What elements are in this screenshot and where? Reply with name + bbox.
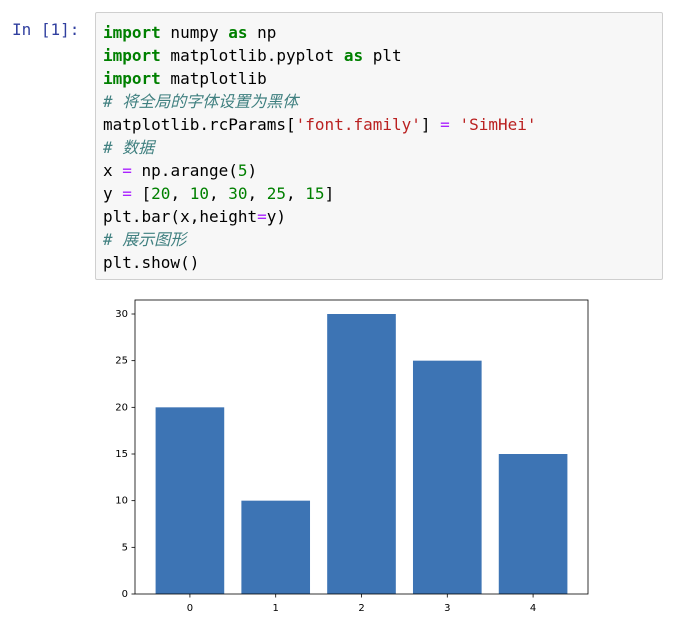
code-token: 10 (189, 184, 209, 203)
code-token: numpy (160, 23, 229, 42)
code-line: matplotlib.rcParams['font.family'] = 'Si… (103, 113, 655, 136)
code-token: as (228, 23, 248, 42)
code-line: import numpy as np (103, 21, 655, 44)
code-token: , (286, 184, 306, 203)
bar (155, 407, 225, 594)
code-token: import (103, 46, 161, 65)
code-token: y) (266, 207, 287, 226)
code-token: np.arange( (131, 161, 238, 180)
code-token: = (257, 207, 267, 226)
code-token: 20 (151, 184, 171, 203)
code-token: import (103, 23, 161, 42)
code-token: , (170, 184, 190, 203)
code-line: import matplotlib (103, 67, 655, 90)
y-tick-label: 30 (115, 309, 128, 320)
x-tick-label: 1 (273, 603, 279, 614)
y-tick-label: 15 (115, 449, 128, 460)
code-token: # 展示图形 (103, 230, 187, 249)
x-tick-label: 4 (530, 603, 536, 614)
code-token: plt.bar(x,height (103, 207, 258, 226)
code-token: , (247, 184, 267, 203)
y-tick-label: 0 (122, 589, 128, 600)
code-token: x (103, 161, 123, 180)
bar (241, 500, 311, 594)
bar (498, 454, 568, 594)
code-token: ] (324, 184, 335, 203)
code-token: matplotlib.pyplot (160, 46, 344, 65)
code-token: = (440, 115, 450, 134)
code-token: matplotlib (160, 69, 267, 88)
code-token: plt (363, 46, 402, 65)
code-line: plt.show() (103, 251, 655, 274)
code-line: # 将全局的字体设置为黑体 (103, 90, 655, 113)
x-tick-label: 0 (187, 603, 193, 614)
code-line: plt.bar(x,height=y) (103, 205, 655, 228)
code-token: = (122, 184, 132, 203)
code-line: y = [20, 10, 30, 25, 15] (103, 182, 655, 205)
code-token: ) (247, 161, 258, 180)
y-tick-label: 10 (115, 496, 128, 507)
code-token: # 将全局的字体设置为黑体 (103, 92, 299, 111)
y-tick-label: 5 (122, 542, 128, 553)
x-tick-label: 3 (444, 603, 450, 614)
y-tick-label: 20 (115, 402, 128, 413)
code-token: matplotlib.rcParams[ (103, 115, 296, 134)
code-token: 5 (237, 161, 248, 180)
code-line: x = np.arange(5) (103, 159, 655, 182)
code-cell[interactable]: import numpy as np import matplotlib.pypl… (95, 12, 663, 280)
x-tick-label: 2 (358, 603, 364, 614)
code-token: import (103, 69, 161, 88)
code-token: as (343, 46, 364, 65)
bar (412, 360, 482, 594)
code-line: import matplotlib.pyplot as plt (103, 44, 655, 67)
code-token: 15 (305, 184, 325, 203)
code-line: # 数据 (103, 136, 655, 159)
code-token: = (122, 161, 132, 180)
code-token: [ (131, 184, 152, 203)
code-token: 'font.family' (295, 115, 421, 134)
code-token: 25 (266, 184, 287, 203)
code-line: # 展示图形 (103, 228, 655, 251)
y-tick-label: 25 (115, 356, 128, 367)
input-prompt: In [1]: (12, 20, 80, 39)
code-token: plt.show() (103, 253, 200, 272)
code-token: 30 (228, 184, 248, 203)
code-token: y (103, 184, 123, 203)
code-token: ] (420, 115, 441, 134)
code-token: 'SimHei' (459, 115, 537, 134)
bar (327, 314, 396, 594)
code-token: , (208, 184, 229, 203)
code-token: # 数据 (103, 138, 155, 157)
code-token: np (247, 23, 277, 42)
